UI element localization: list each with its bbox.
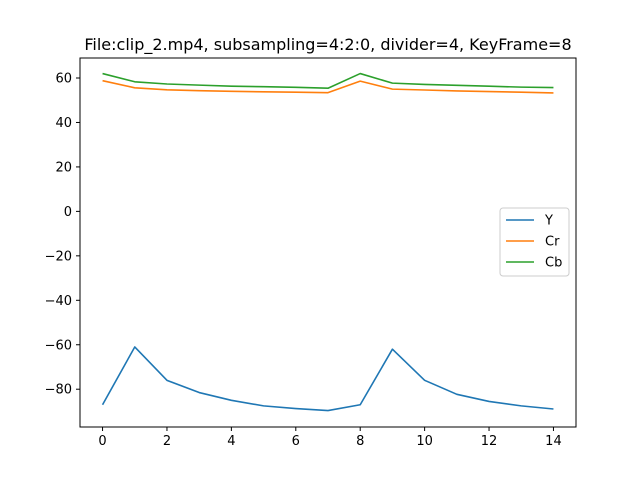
legend-box [499, 207, 570, 277]
y-tick-label: −40 [45, 294, 72, 309]
y-tick-label: −80 [45, 383, 72, 398]
chart-title: File:clip_2.mp4, subsampling=4:2:0, divi… [84, 35, 571, 55]
x-tick-label: 10 [416, 434, 433, 449]
series-group [101, 72, 554, 412]
legend-label-cr: Cr [545, 235, 560, 250]
y-tick-label: −20 [45, 249, 72, 264]
plot-area [79, 57, 577, 428]
y-axis: −80 −60 −40 −20 0 20 40 60 [45, 72, 80, 398]
legend-label-y: Y [544, 214, 553, 229]
series-line-cb [102, 72, 554, 90]
series-line-cr [102, 79, 554, 94]
x-tick-label: 12 [481, 434, 498, 449]
y-tick-label: 20 [55, 160, 72, 175]
legend: Y Cr Cb [499, 207, 570, 277]
series-line-y [101, 346, 554, 412]
y-tick-label: −60 [45, 338, 72, 353]
x-tick-label: 8 [356, 434, 364, 449]
plot-frame [79, 57, 577, 428]
y-tick-label: 0 [64, 205, 72, 220]
x-axis: 0 2 4 6 8 10 12 14 [98, 427, 562, 449]
y-tick-label: 40 [55, 116, 72, 131]
x-tick-label: 4 [227, 434, 235, 449]
legend-label-cb: Cb [545, 256, 562, 271]
y-tick-label: 60 [55, 72, 72, 87]
x-tick-label: 2 [163, 434, 171, 449]
x-tick-label: 14 [545, 434, 562, 449]
x-tick-label: 0 [98, 434, 106, 449]
x-tick-label: 6 [292, 434, 300, 449]
